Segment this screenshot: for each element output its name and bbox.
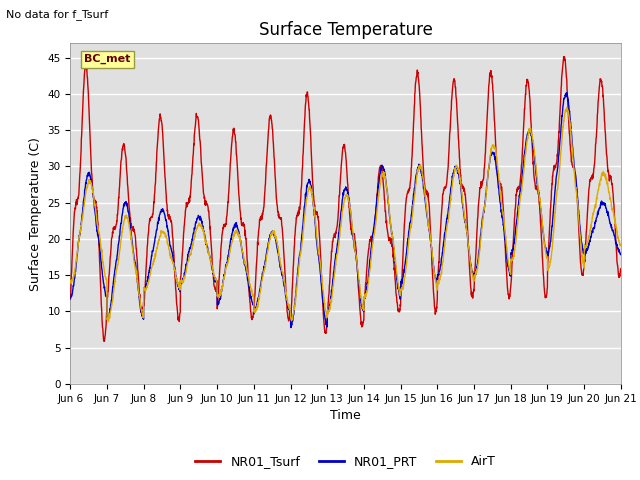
NR01_PRT xyxy=(506,271,513,276)
NR01_PRT xyxy=(362,291,369,297)
Line: NR01_PRT: NR01_PRT xyxy=(70,93,621,328)
NR01_Tsurf xyxy=(374,187,381,192)
AirT xyxy=(362,294,369,300)
AirT xyxy=(506,268,513,274)
NR01_PRT xyxy=(287,325,295,331)
AirT xyxy=(104,319,112,324)
Y-axis label: Surface Temperature (C): Surface Temperature (C) xyxy=(29,137,42,290)
NR01_Tsurf xyxy=(560,54,568,60)
NR01_PRT xyxy=(374,191,381,196)
NR01_Tsurf xyxy=(617,266,625,272)
NR01_PRT xyxy=(563,90,571,96)
NR01_Tsurf xyxy=(100,338,108,344)
NR01_PRT xyxy=(220,275,228,281)
NR01_PRT xyxy=(569,145,577,151)
AirT xyxy=(584,239,592,245)
NR01_Tsurf xyxy=(569,161,577,167)
AirT xyxy=(220,275,228,280)
NR01_Tsurf xyxy=(67,296,74,302)
NR01_Tsurf xyxy=(220,221,228,227)
AirT xyxy=(563,105,571,110)
NR01_Tsurf xyxy=(506,294,513,300)
NR01_PRT xyxy=(67,295,74,301)
X-axis label: Time: Time xyxy=(330,409,361,422)
Text: BC_met: BC_met xyxy=(84,54,131,64)
NR01_PRT xyxy=(584,246,592,252)
NR01_Tsurf xyxy=(362,280,369,286)
NR01_Tsurf xyxy=(584,201,592,207)
Line: NR01_Tsurf: NR01_Tsurf xyxy=(70,57,621,341)
Text: No data for f_Tsurf: No data for f_Tsurf xyxy=(6,9,109,20)
NR01_PRT xyxy=(617,251,625,256)
AirT xyxy=(617,241,625,247)
Legend: NR01_Tsurf, NR01_PRT, AirT: NR01_Tsurf, NR01_PRT, AirT xyxy=(190,450,501,473)
AirT xyxy=(67,278,74,284)
Title: Surface Temperature: Surface Temperature xyxy=(259,21,433,39)
AirT xyxy=(569,148,577,154)
Line: AirT: AirT xyxy=(70,108,621,322)
AirT xyxy=(374,204,381,209)
